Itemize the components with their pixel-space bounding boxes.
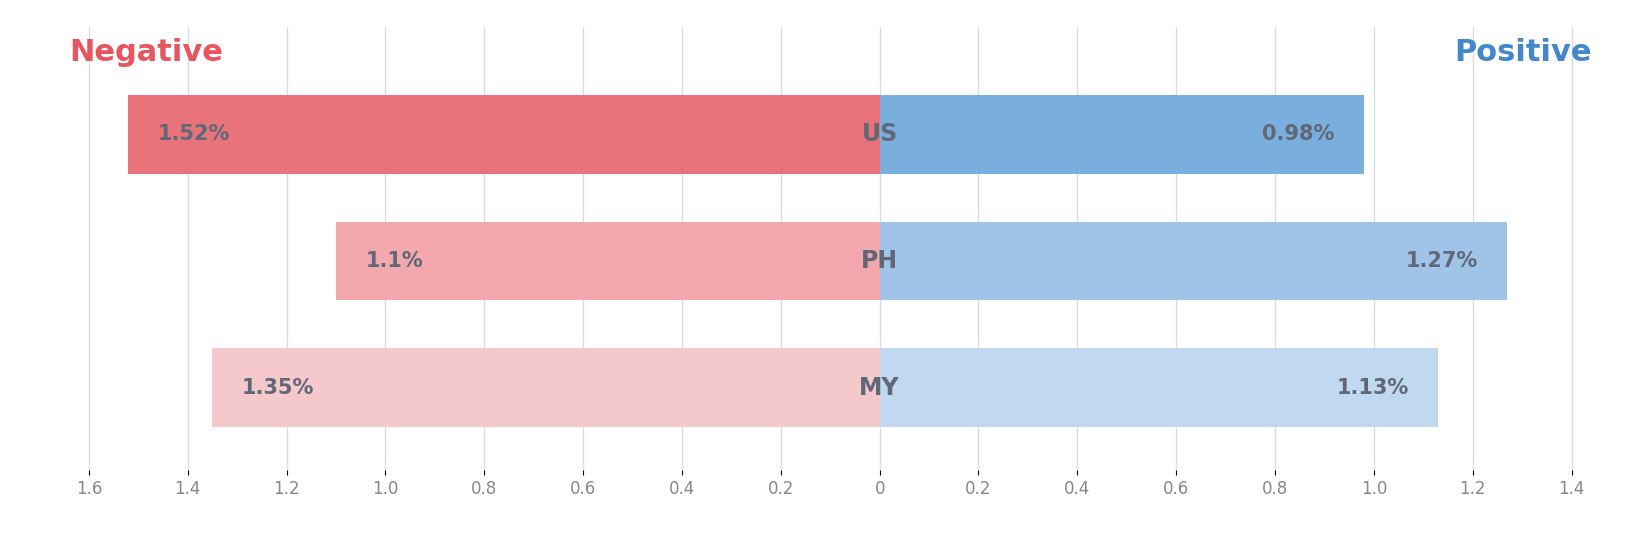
Text: 1.13%: 1.13%: [1337, 378, 1409, 398]
Bar: [880, 95, 1365, 174]
Text: Negative: Negative: [69, 37, 224, 67]
Text: MY: MY: [860, 375, 899, 399]
Text: 1.52%: 1.52%: [158, 124, 230, 144]
Text: 1.1%: 1.1%: [365, 251, 424, 271]
Text: Positive: Positive: [1453, 37, 1591, 67]
Text: US: US: [861, 122, 898, 146]
Bar: [212, 348, 880, 427]
Bar: [335, 222, 880, 300]
Text: 0.98%: 0.98%: [1263, 124, 1335, 144]
Text: 1.27%: 1.27%: [1406, 251, 1478, 271]
Text: 1.35%: 1.35%: [242, 378, 314, 398]
Text: PH: PH: [861, 249, 898, 273]
Bar: [880, 348, 1438, 427]
Bar: [880, 222, 1508, 300]
Bar: [128, 95, 880, 174]
